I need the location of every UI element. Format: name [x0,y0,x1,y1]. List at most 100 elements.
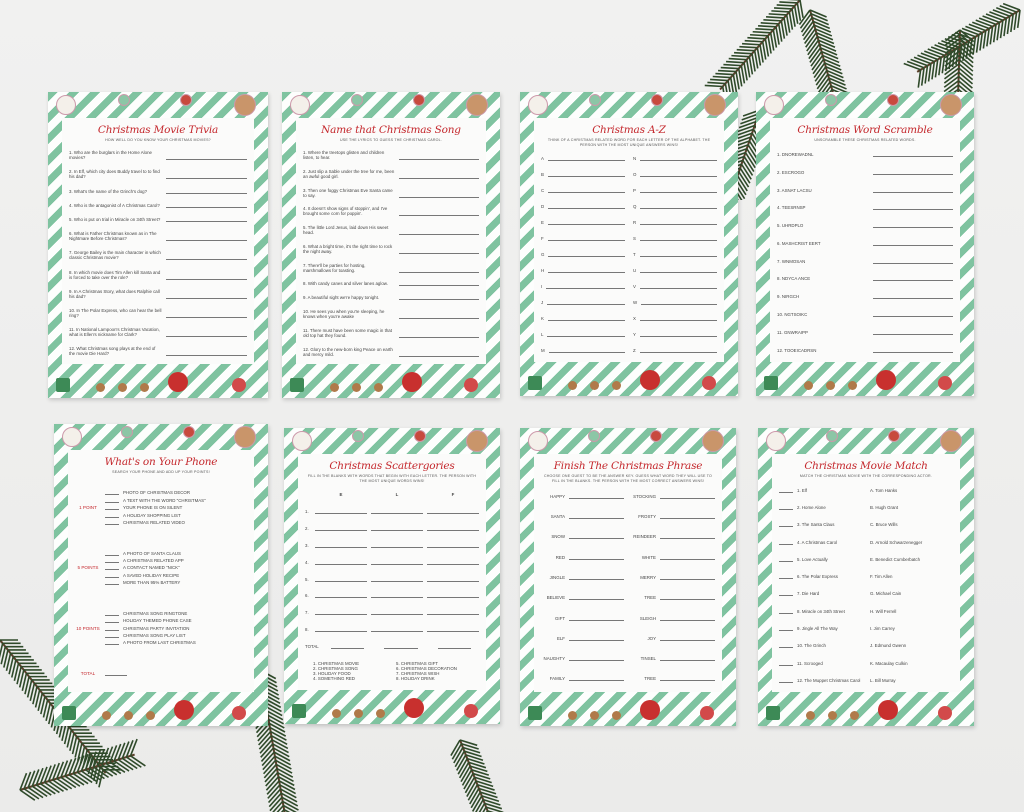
entry-row: D [541,204,625,209]
row-number: 8. [305,627,309,633]
ornament-icon [825,94,837,106]
entry-label: M [541,348,545,354]
entry-row: L. Bill Murray [870,678,953,683]
question-row: 6. MASHCRIST EERT [777,241,953,246]
answer-line [165,259,247,261]
answer-line [547,223,625,225]
answer-line [547,320,625,322]
phone-item: A SAVED HOLIDAY RECIPE [105,573,247,578]
phone-item: A PHOTO FROM LAST CHRISTMAS [105,640,247,646]
game-body: A B C D E F G H I J K L M N O P Q R S T U V W X Y Z [541,150,717,359]
answer-line [779,509,793,511]
category: 5. CHRISTMAS GIFT [396,661,438,667]
entry-row: G. Michael Cain [870,591,953,596]
entry-label: G. Michael Cain [870,591,902,597]
answer-line [639,256,717,258]
answer-line [398,196,479,198]
game-body: 1 POINT PHOTO OF CHRISTMAS DECOR A TEXT WI… [75,478,247,689]
answer-row: 5. [305,577,479,582]
question-text: 10. In The Polar Express, who can hear t… [69,307,162,318]
entry-row: MERRY [632,575,715,580]
phone-item: PHOTO OF CHRISTMAS DECOR [105,490,247,496]
question-row: 12. What Christmas song plays at the end… [69,346,247,357]
game-body: 1. Elf 2. Home Alone 3. The Santa Claus 4. … [779,482,953,689]
entry-label: R [633,219,637,225]
answer-line [105,501,119,503]
finish-the-phrase-card: Finish The Christmas Phrase Choose one gu… [520,428,736,726]
item-text: A CONTACT NAMED "NICK" [123,565,180,571]
answer-line [371,563,423,565]
entry-row: J. Edmund Gwenn [870,643,953,648]
entry-label: SANTA [550,514,565,520]
phone-item: HOLIDAY THEMED PHONE CASE [105,618,247,624]
answer-line [165,355,247,357]
entry-row: WHITE [632,555,715,560]
question-row: 10. NGTSOIKC [777,312,953,318]
answer-line [639,191,717,193]
answer-line [315,529,367,531]
entry-label: S [633,236,636,242]
entry-row: 10. The Grinch [779,643,862,649]
entry-row: 12. The Muppet Christmas Carol [779,678,862,683]
game-body: 1. Who are the burglars in the Home Alon… [69,146,247,361]
snowman-icon [528,95,548,115]
entry-label: B [541,171,544,177]
row-number: 7. [305,610,309,616]
row-number: 1. [305,509,309,515]
ornament-icon [180,94,192,106]
game-title: Christmas Movie Match [804,460,928,472]
phone-item: A CHRISTMAS RELATED APP [105,558,247,564]
game-sheet: Finish The Christmas Phrase Choose one gu… [534,454,722,692]
entry-label: T [633,252,636,258]
reindeer-icon [568,711,577,720]
entry-row: U [633,268,717,274]
entry-label: 4. A Christmas Carol [797,539,838,545]
answer-line [315,546,367,548]
game-title: Christmas Word Scramble [797,124,933,136]
entry-row: TREE [632,676,715,682]
question-row: 6. What a bright time, it's the right ti… [303,244,479,254]
entry-label: A. Tom Hanks [870,487,898,493]
reindeer-icon [374,383,383,392]
entry-row: 11. Scrooged [779,661,862,666]
bottom-illustration [520,694,736,724]
answer-line [660,497,715,499]
reindeer-icon [376,709,385,718]
answer-line [398,271,479,273]
christmas-tree-icon [292,704,306,718]
answer-line [872,298,953,300]
two-columns: 1. Elf 2. Home Alone 3. The Santa Claus 4. … [779,482,953,689]
santa-sleigh-icon [168,372,188,392]
entry-label: REINDEER [633,534,656,540]
entry-label: E [541,219,544,225]
question-row: 12. TOOEICADRSN [777,348,953,353]
entry-label: H [541,268,545,274]
answer-line [398,299,479,301]
answer-line [165,159,247,161]
answer-line [640,223,717,225]
question-row: 2. Just slip a Sable under the tree for … [303,169,479,179]
question-row: 2. In Elf, which city does Buddy travel … [69,169,247,180]
category: 1. CHRISTMAS MOVIE [313,661,360,667]
entry-label: 8. Miracle on 34th Street [797,608,845,614]
entry-row: Q [633,204,717,209]
answer-line [371,580,423,582]
entry-row: K [541,316,625,322]
answer-row: 3. [305,543,479,548]
reindeer-icon [590,381,599,390]
answer-line [427,529,479,531]
answer-line [872,316,953,318]
ornament-icon [650,430,662,442]
reindeer-icon [826,381,835,390]
answer-line [105,675,127,677]
entry-row: B [541,172,625,177]
points-group: 10 POINTS CHRISTMAS SONG RINGTONE HOLIDAY … [75,611,247,646]
phone-item: YOUR PHONE IS ON SILENT [105,505,247,511]
question-text: 4. Who is the antagonist of A Christmas … [69,202,160,208]
presents-icon [700,706,714,720]
christmas-tree-icon [528,706,542,720]
answer-line [105,637,119,639]
answer-line [398,158,479,160]
bottom-illustration [48,366,268,396]
answer-line [660,660,715,662]
